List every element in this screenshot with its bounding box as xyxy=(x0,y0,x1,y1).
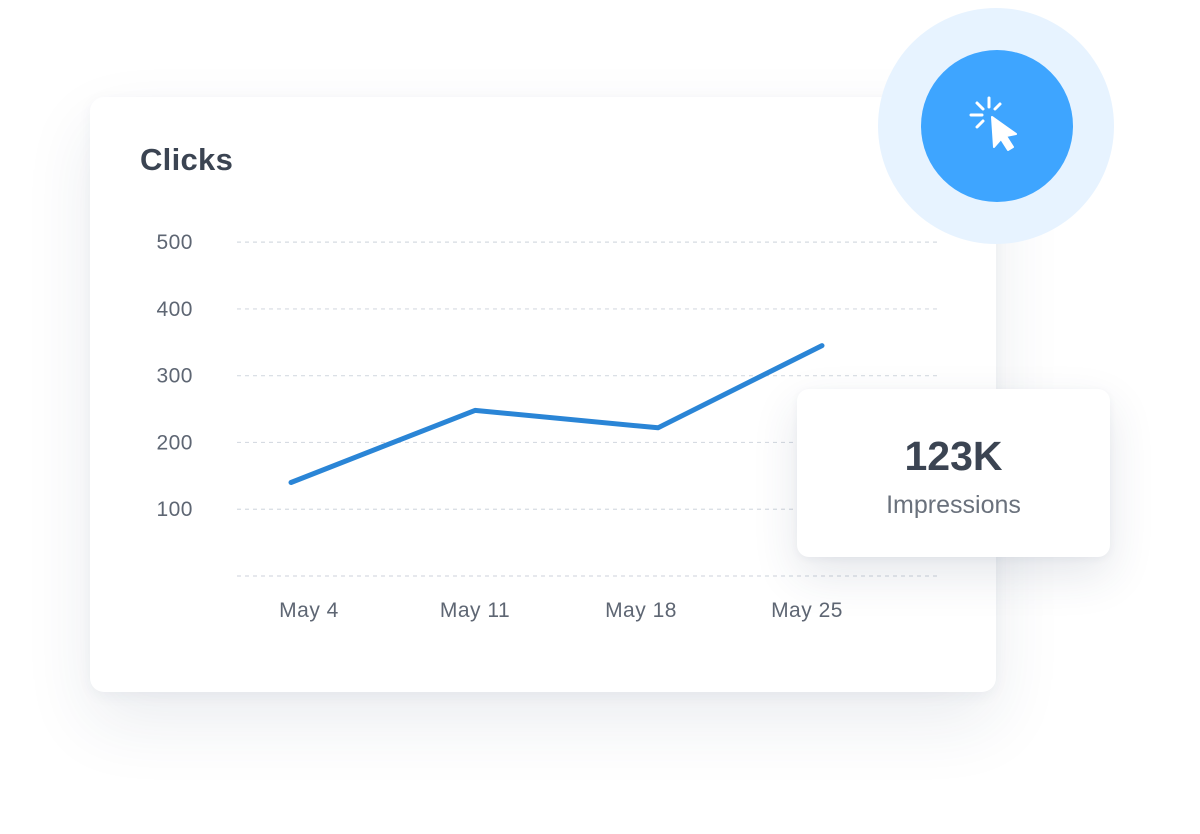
x-tick-label: May 4 xyxy=(279,599,339,622)
x-tick-label: May 18 xyxy=(605,599,677,622)
clicks-series-line xyxy=(288,343,825,485)
cursor-click-icon xyxy=(969,96,1017,151)
x-tick-label: May 25 xyxy=(771,599,843,622)
y-tick-label: 100 xyxy=(156,498,193,521)
click-action-button[interactable] xyxy=(921,50,1073,202)
y-tick-label: 300 xyxy=(156,365,193,388)
chart-title: Clicks xyxy=(140,142,234,177)
y-tick-label: 500 xyxy=(156,231,193,254)
impressions-card: 123K Impressions xyxy=(797,389,1110,557)
y-tick-label: 200 xyxy=(156,431,193,454)
y-tick-label: 400 xyxy=(156,298,193,321)
impressions-label: Impressions xyxy=(886,491,1021,519)
x-tick-label: May 11 xyxy=(440,599,510,622)
impressions-value: 123K xyxy=(904,433,1003,479)
